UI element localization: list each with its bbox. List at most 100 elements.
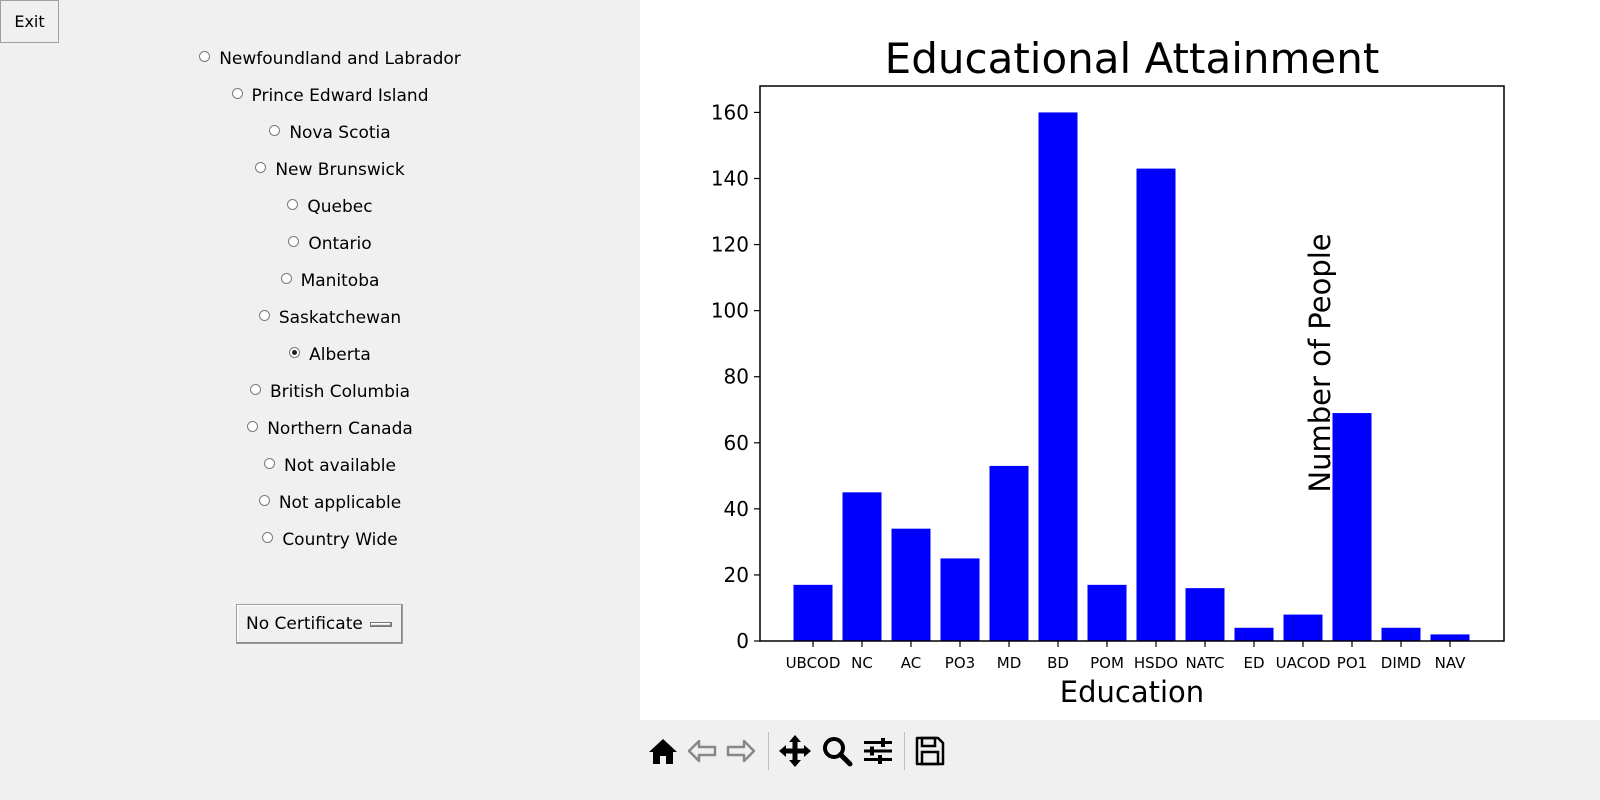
province-radio-label: British Columbia	[269, 382, 411, 402]
bar-ubcod	[793, 584, 833, 641]
x-tick-label: NATC	[1185, 654, 1224, 672]
province-radio-label: Newfoundland and Labrador	[219, 49, 461, 69]
x-tick-label: BD	[1047, 654, 1069, 672]
forward-button[interactable]	[722, 732, 760, 770]
bar-md	[989, 465, 1029, 641]
home-button[interactable]	[644, 732, 682, 770]
province-radio-option[interactable]: Ontario	[0, 229, 660, 259]
home-icon	[649, 739, 677, 764]
province-radio-option[interactable]: British Columbia	[0, 377, 660, 407]
radio-unchecked-icon[interactable]	[199, 50, 211, 62]
x-tick-label: ED	[1243, 654, 1264, 672]
navigation-toolbar	[640, 720, 1600, 800]
x-tick-label: DIMD	[1381, 654, 1421, 672]
y-axis-label: Number of People	[1303, 233, 1337, 492]
configure-subplots-button[interactable]	[859, 732, 897, 770]
x-tick-label: AC	[901, 654, 921, 672]
bars-group	[793, 112, 1470, 641]
province-radio-option[interactable]: Nova Scotia	[0, 118, 660, 148]
forward-arrow-icon	[726, 739, 756, 763]
save-icon	[915, 736, 945, 766]
y-tick-label: 120	[711, 233, 749, 257]
province-radio-option[interactable]: Northern Canada	[0, 414, 660, 444]
province-radio-label: New Brunswick	[275, 160, 405, 180]
radio-unchecked-icon[interactable]	[258, 309, 270, 321]
x-tick-label: UBCOD	[786, 654, 841, 672]
y-tick-label: 80	[724, 365, 749, 389]
y-tick-label: 20	[724, 563, 749, 587]
x-tick-label: POM	[1090, 654, 1124, 672]
save-button[interactable]	[911, 732, 949, 770]
bar-hsdo	[1136, 168, 1176, 641]
back-arrow-icon	[687, 739, 717, 763]
province-radio-option[interactable]: Prince Edward Island	[0, 81, 660, 111]
exit-button[interactable]: Exit	[0, 0, 59, 43]
radio-unchecked-icon[interactable]	[255, 161, 267, 173]
province-radio-option[interactable]: Country Wide	[0, 525, 660, 555]
province-radio-option[interactable]: Quebec	[0, 192, 660, 222]
province-radio-label: Not available	[284, 456, 396, 476]
option-menu-indicator-icon	[370, 622, 392, 627]
y-tick-label: 100	[711, 299, 749, 323]
bar-dimd	[1381, 627, 1421, 641]
bar-pom	[1087, 584, 1127, 641]
radio-unchecked-icon[interactable]	[262, 531, 274, 543]
radio-unchecked-icon[interactable]	[247, 420, 259, 432]
radio-checked-icon[interactable]	[289, 346, 301, 358]
bar-uacod	[1283, 614, 1323, 641]
toolbar-separator	[904, 732, 905, 770]
toolbar-separator	[768, 732, 769, 770]
pan-button[interactable]	[776, 732, 814, 770]
province-radio-option[interactable]: Saskatchewan	[0, 303, 660, 333]
bar-nc	[842, 492, 882, 641]
radio-unchecked-icon[interactable]	[264, 457, 276, 469]
province-radio-label: Manitoba	[300, 271, 380, 291]
axes-frame	[759, 85, 1505, 642]
y-axis-ticks: 0 20 40 60 80 100 120 140 160	[711, 100, 760, 653]
x-tick-label: MD	[997, 654, 1022, 672]
configure-subplots-icon	[864, 738, 892, 764]
province-radio-option[interactable]: Not applicable	[0, 488, 660, 518]
bar-chart: Educational Attainment 0 20 40 60 80 100 120 14…	[711, 34, 1505, 709]
province-radio-label: Not applicable	[278, 493, 402, 513]
bar-ed	[1234, 627, 1274, 641]
x-axis-label: Education	[1060, 675, 1204, 709]
province-radio-option[interactable]: New Brunswick	[0, 155, 660, 185]
chart-figure: Educational Attainment 0 20 40 60 80 100 120 14…	[640, 0, 1600, 720]
province-radio-label: Saskatchewan	[278, 308, 402, 328]
x-tick-label: HSDO	[1134, 654, 1178, 672]
bar-po3	[940, 558, 980, 641]
province-radio-label: Country Wide	[282, 530, 398, 550]
x-axis-ticks: UBCOD NC AC PO3 MD BD POM HSDO NATC ED UACOD PO1 DIM…	[786, 641, 1466, 672]
radio-unchecked-icon[interactable]	[249, 383, 261, 395]
radio-unchecked-icon[interactable]	[280, 272, 292, 284]
x-tick-label: NC	[851, 654, 873, 672]
bar-nav	[1430, 634, 1470, 641]
province-radio-label: Quebec	[307, 197, 373, 217]
province-radio-label: Nova Scotia	[289, 123, 391, 143]
province-radio-option[interactable]: Not available	[0, 451, 660, 481]
radio-unchecked-icon[interactable]	[269, 124, 281, 136]
radio-unchecked-icon[interactable]	[288, 235, 300, 247]
y-tick-label: 40	[724, 497, 749, 521]
province-radio-option[interactable]: Alberta	[0, 340, 660, 370]
province-radio-option[interactable]: Manitoba	[0, 266, 660, 296]
back-button[interactable]	[683, 732, 721, 770]
y-tick-label: 140	[711, 167, 749, 191]
y-tick-label: 0	[736, 629, 749, 653]
x-tick-label: UACOD	[1276, 654, 1331, 672]
radio-unchecked-icon[interactable]	[287, 198, 299, 210]
x-tick-label: PO3	[945, 654, 975, 672]
radio-unchecked-icon[interactable]	[231, 87, 243, 99]
x-tick-label: PO1	[1337, 654, 1367, 672]
certificate-option-menu[interactable]: No Certificate	[236, 604, 403, 644]
province-radio-option[interactable]: Newfoundland and Labrador	[0, 44, 660, 74]
pan-icon	[779, 735, 811, 767]
zoom-button[interactable]	[818, 732, 856, 770]
radio-unchecked-icon[interactable]	[258, 494, 270, 506]
bar-ac	[891, 528, 931, 641]
province-radio-label: Prince Edward Island	[251, 86, 429, 106]
bar-bd	[1038, 112, 1078, 641]
zoom-icon	[823, 737, 853, 767]
